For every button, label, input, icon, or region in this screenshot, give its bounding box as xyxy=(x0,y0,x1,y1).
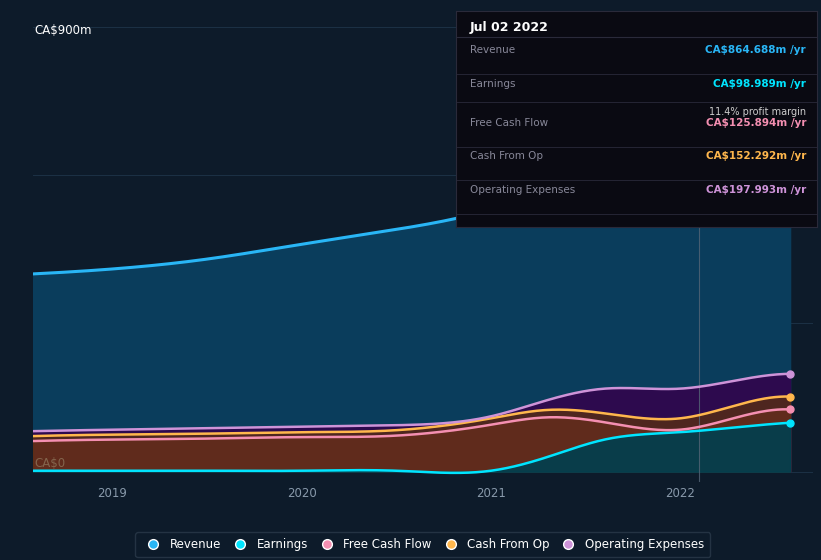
Text: CA$900m: CA$900m xyxy=(34,24,92,37)
Text: Earnings: Earnings xyxy=(470,79,516,89)
Text: Cash From Op: Cash From Op xyxy=(470,151,544,161)
Text: CA$0: CA$0 xyxy=(34,457,66,470)
Text: CA$125.894m /yr: CA$125.894m /yr xyxy=(705,118,806,128)
Text: CA$98.989m /yr: CA$98.989m /yr xyxy=(713,79,806,89)
Text: Jul 02 2022: Jul 02 2022 xyxy=(470,21,549,34)
Legend: Revenue, Earnings, Free Cash Flow, Cash From Op, Operating Expenses: Revenue, Earnings, Free Cash Flow, Cash … xyxy=(135,532,710,557)
Text: CA$197.993m /yr: CA$197.993m /yr xyxy=(706,185,806,195)
Text: Operating Expenses: Operating Expenses xyxy=(470,185,576,195)
Text: Free Cash Flow: Free Cash Flow xyxy=(470,118,548,128)
Text: 11.4% profit margin: 11.4% profit margin xyxy=(709,107,806,117)
Text: Revenue: Revenue xyxy=(470,45,516,55)
Text: CA$864.688m /yr: CA$864.688m /yr xyxy=(705,45,806,55)
Text: CA$152.292m /yr: CA$152.292m /yr xyxy=(706,151,806,161)
